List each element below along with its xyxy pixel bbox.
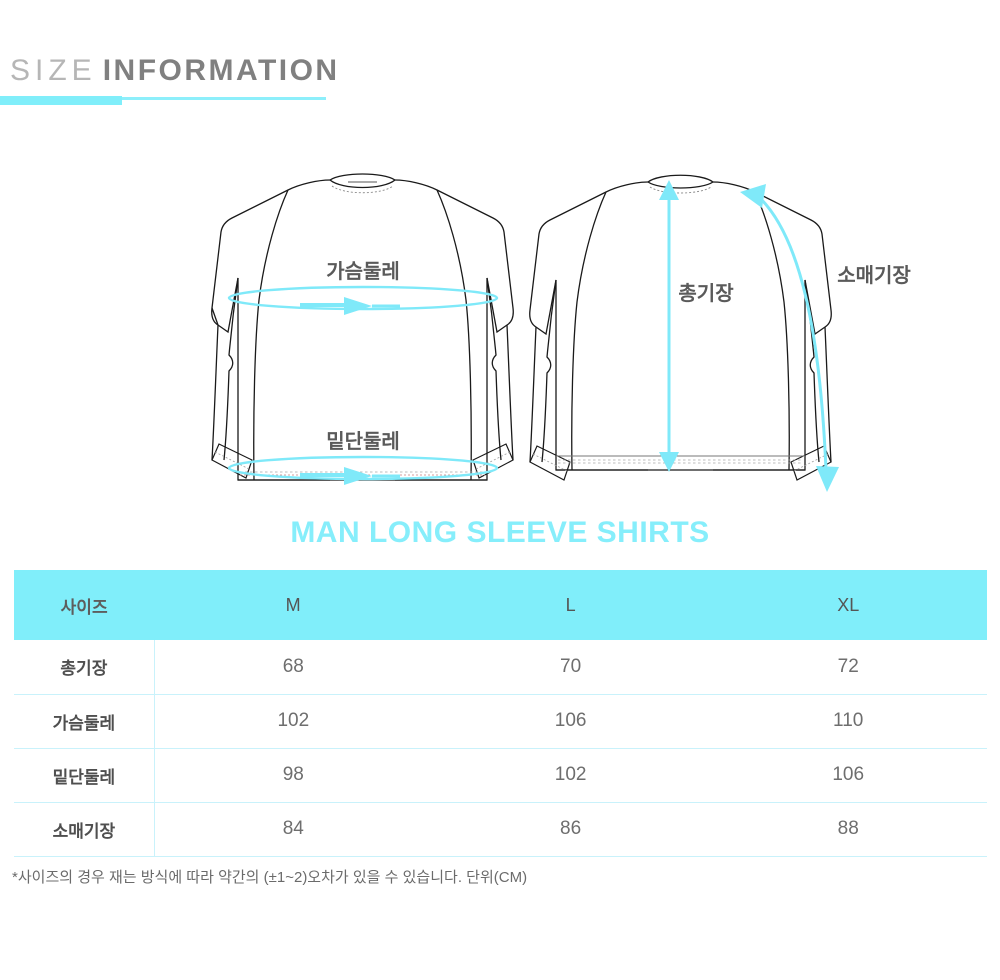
table-row: 밑단둘레 98 102 106 xyxy=(14,748,987,803)
sleeve-measure-indicator xyxy=(740,184,839,492)
table-header-row: 사이즈 M L XL xyxy=(14,570,987,640)
product-title: MAN LONG SLEEVE SHIRTS xyxy=(290,516,710,549)
header-cell-l: L xyxy=(431,570,710,640)
sleeve-length-label: 소매기장 xyxy=(837,264,911,287)
row-label-sleeve: 소매기장 xyxy=(14,802,155,857)
cell-sleeve-xl: 88 xyxy=(709,802,987,857)
table-row: 소매기장 84 86 88 xyxy=(14,802,987,857)
cell-total-length-l: 70 xyxy=(431,640,710,695)
cell-chest-l: 106 xyxy=(431,694,710,749)
size-table-head: 사이즈 M L XL xyxy=(14,570,987,640)
row-label-hem: 밑단둘레 xyxy=(14,748,155,803)
page-title-light: SIZE xyxy=(10,54,97,87)
size-table: 사이즈 M L XL 총기장 68 70 72 가슴둘레 102 106 110… xyxy=(14,570,987,857)
table-row: 총기장 68 70 72 xyxy=(14,640,987,695)
header-cell-xl: XL xyxy=(709,570,987,640)
header-rule-thin xyxy=(0,97,326,100)
cell-hem-m: 98 xyxy=(154,748,432,803)
size-footnote: *사이즈의 경우 재는 방식에 따라 약간의 (±1~2)오차가 있을 수 있습… xyxy=(12,869,528,886)
chest-label: 가슴둘레 xyxy=(326,260,400,283)
page-title-bold: INFORMATION xyxy=(102,54,340,87)
cell-total-length-m: 68 xyxy=(154,640,432,695)
chest-measure-indicator xyxy=(227,285,499,315)
cell-sleeve-m: 84 xyxy=(154,802,432,857)
garment-illustration: 가슴둘레 밑단둘레 총기장 소매기장 xyxy=(0,160,1000,520)
row-label-total-length: 총기장 xyxy=(14,640,155,695)
size-table-body: 총기장 68 70 72 가슴둘레 102 106 110 밑단둘레 98 10… xyxy=(14,640,987,857)
cell-sleeve-l: 86 xyxy=(431,802,710,857)
length-measure-indicator xyxy=(659,180,679,472)
header-cell-m: M xyxy=(154,570,432,640)
hem-label: 밑단둘레 xyxy=(326,430,400,453)
cell-chest-xl: 110 xyxy=(709,694,987,749)
cell-total-length-xl: 72 xyxy=(709,640,987,695)
cell-hem-xl: 106 xyxy=(709,748,987,803)
table-row: 가슴둘레 102 106 110 xyxy=(14,694,987,749)
cell-chest-m: 102 xyxy=(154,694,432,749)
total-length-label: 총기장 xyxy=(678,282,734,305)
page-header: SIZE INFORMATION xyxy=(0,52,1000,112)
header-cell-size: 사이즈 xyxy=(14,570,155,640)
back-shirt-drawing xyxy=(529,174,832,481)
hem-measure-indicator xyxy=(227,455,499,485)
front-shirt-drawing xyxy=(211,173,514,481)
header-rule-thick xyxy=(0,96,122,105)
page-title: SIZE INFORMATION xyxy=(10,52,340,90)
cell-hem-l: 102 xyxy=(431,748,710,803)
row-label-chest: 가슴둘레 xyxy=(14,694,155,749)
